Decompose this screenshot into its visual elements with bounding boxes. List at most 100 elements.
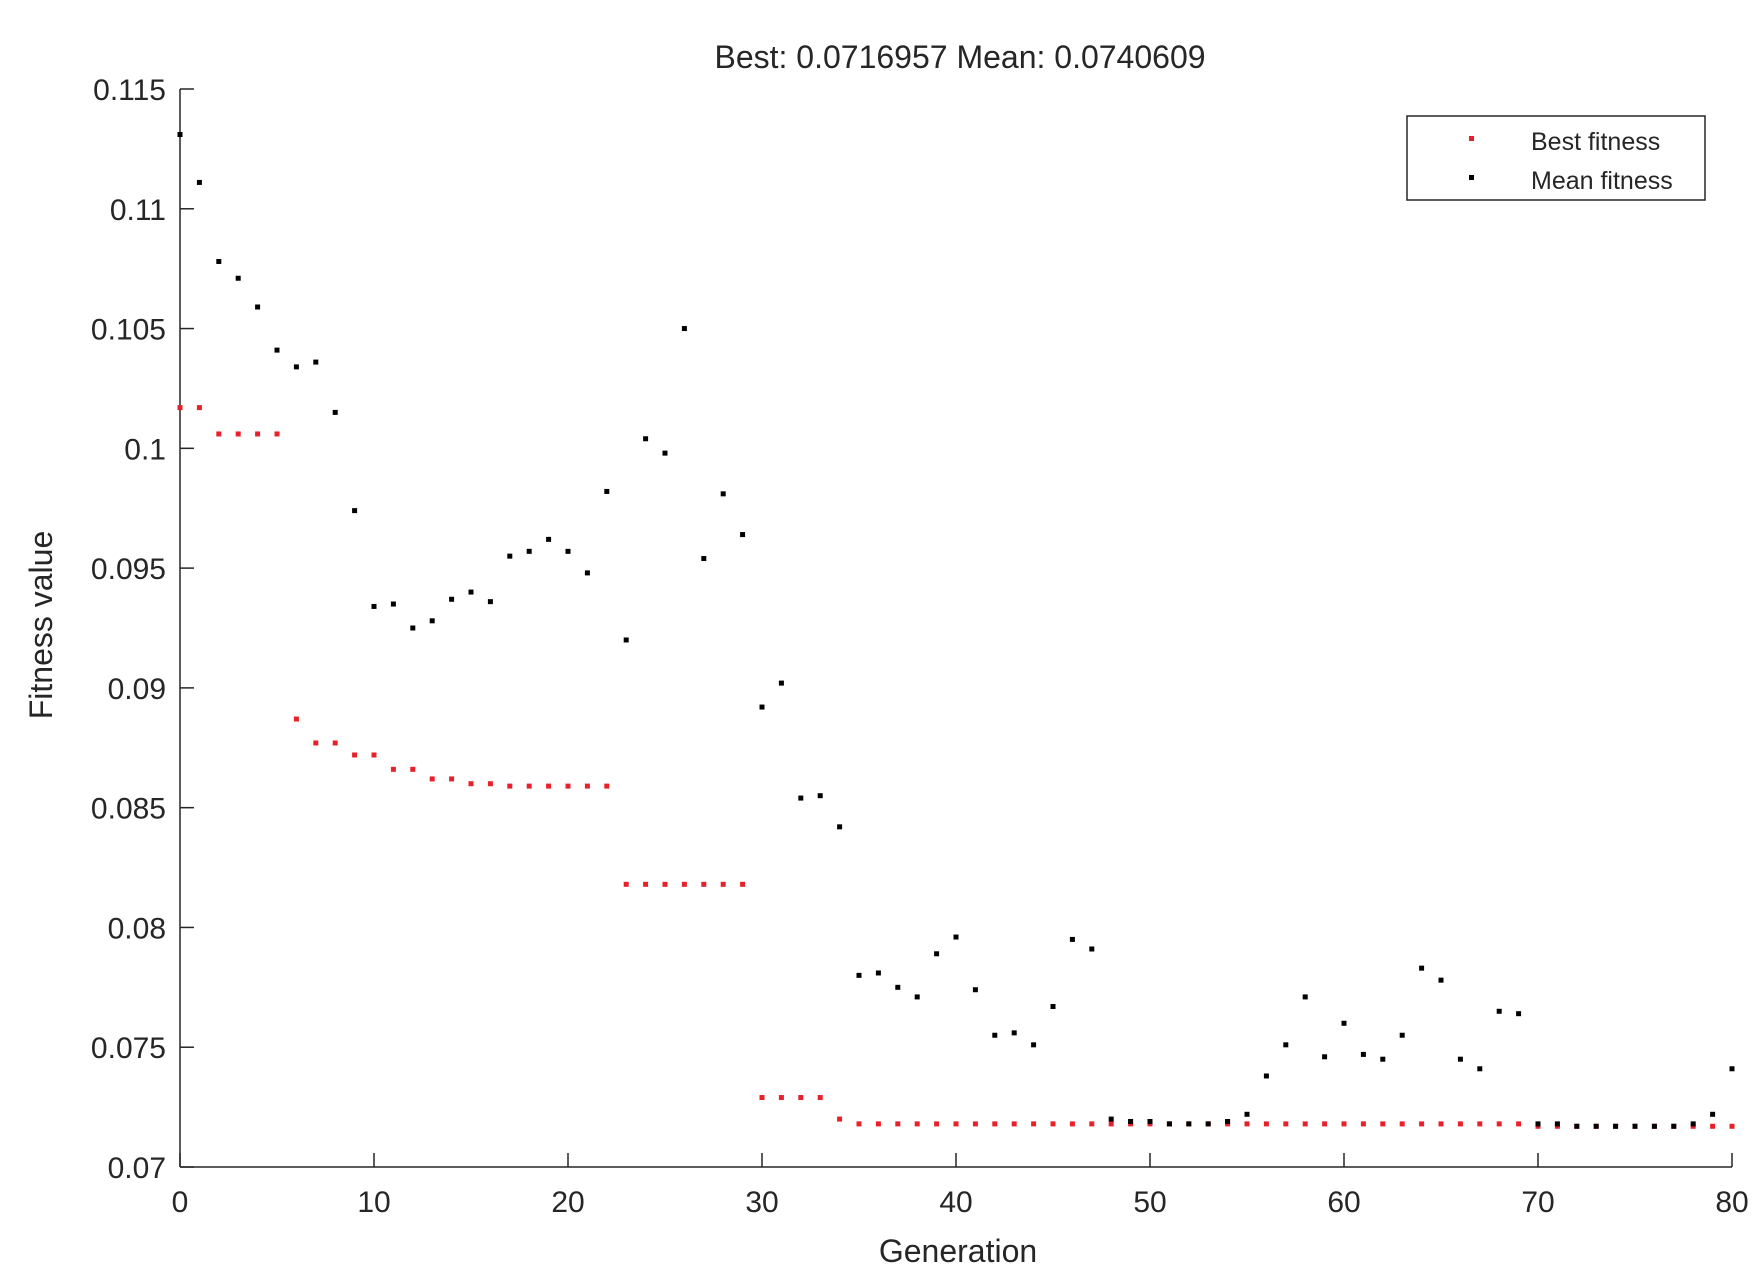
best-fitness-point [352,752,358,758]
y-tick-label: 0.1 [124,433,166,466]
best-fitness-point [487,781,493,787]
mean-fitness-point [352,508,358,514]
mean-fitness-point [875,970,881,976]
best-fitness-point [1341,1121,1347,1127]
best-fitness-point [1729,1123,1735,1129]
mean-fitness-point [1399,1032,1405,1038]
mean-fitness-point [1322,1054,1328,1060]
mean-fitness-point [604,488,610,494]
mean-fitness-point [1574,1123,1580,1129]
best-fitness-point [662,881,668,887]
mean-fitness-point [914,994,920,1000]
y-axis-label: Fitness value [23,531,59,720]
mean-fitness-point [526,548,532,554]
best-fitness-point [914,1121,920,1127]
best-fitness-point [177,405,183,411]
mean-fitness-point [1710,1111,1716,1117]
best-fitness-point [856,1121,862,1127]
mean-fitness-point [759,704,765,710]
mean-fitness-point [1128,1118,1134,1124]
x-tick-label: 50 [1133,1186,1166,1219]
best-fitness-point [1069,1121,1075,1127]
best-fitness-point [992,1121,998,1127]
legend-label-mean: Mean fitness [1531,167,1673,195]
best-fitness-point [313,740,319,746]
mean-fitness-point [1496,1008,1502,1014]
mean-fitness-point [429,618,435,624]
mean-fitness-point [1632,1123,1638,1129]
mean-fitness-point [1457,1056,1463,1062]
mean-fitness-point [778,680,784,686]
chart-title: Best: 0.0716957 Mean: 0.0740609 [714,39,1205,75]
mean-fitness-point [662,450,668,456]
mean-fitness-point [1671,1123,1677,1129]
best-fitness-point [1089,1121,1095,1127]
x-tick-label: 70 [1521,1186,1554,1219]
best-fitness-point [1322,1121,1328,1127]
legend-marker-mean [1469,175,1474,180]
mean-fitness-point [1244,1111,1250,1117]
mean-fitness-point [332,409,338,415]
mean-fitness-point [1729,1066,1735,1072]
best-fitness-point [371,752,377,758]
mean-fitness-point [798,795,804,801]
mean-fitness-point [1108,1116,1114,1122]
best-fitness-point [1477,1121,1483,1127]
best-fitness-point [1457,1121,1463,1127]
x-axis-label: Generation [879,1233,1037,1269]
best-fitness-point [216,431,222,437]
best-fitness-point [1419,1121,1425,1127]
best-fitness-point [546,783,552,789]
best-fitness-point [1108,1121,1114,1127]
y-tick-label: 0.08 [108,912,166,945]
best-fitness-point [1438,1121,1444,1127]
mean-fitness-point [1690,1121,1696,1127]
x-tick-label: 80 [1715,1186,1748,1219]
best-fitness-point [1399,1121,1405,1127]
mean-fitness-series [177,132,1735,1129]
mean-fitness-point [992,1032,998,1038]
mean-fitness-point [196,179,202,185]
mean-fitness-point [177,132,183,138]
x-tick-label: 0 [172,1186,189,1219]
best-fitness-point [1380,1121,1386,1127]
mean-fitness-point [856,972,862,978]
mean-fitness-point [371,603,377,609]
best-fitness-point [895,1121,901,1127]
best-fitness-point [604,783,610,789]
legend: Best fitness Mean fitness [1406,115,1706,201]
mean-fitness-point [1535,1121,1541,1127]
mean-fitness-point [487,599,493,605]
mean-fitness-point [235,275,241,281]
best-fitness-point [623,881,629,887]
mean-fitness-point [1069,936,1075,942]
data-points [177,132,1735,1129]
mean-fitness-point [972,987,978,993]
best-fitness-point [1050,1121,1056,1127]
mean-fitness-point [1225,1118,1231,1124]
x-tick-label: 60 [1327,1186,1360,1219]
mean-fitness-point [1593,1123,1599,1129]
best-fitness-point [1710,1123,1716,1129]
best-fitness-point [255,431,261,437]
y-tick-label: 0.075 [91,1032,166,1065]
mean-fitness-point [953,934,959,940]
best-fitness-point [720,881,726,887]
best-fitness-point [837,1116,843,1122]
legend-box [1406,115,1706,201]
best-fitness-point [429,776,435,782]
mean-fitness-point [449,596,455,602]
x-tick-label: 40 [939,1186,972,1219]
best-fitness-point [934,1121,940,1127]
mean-fitness-point [1089,946,1095,952]
best-fitness-point [390,766,396,772]
mean-fitness-point [1283,1042,1289,1048]
y-tick-label: 0.105 [91,314,166,347]
mean-fitness-point [255,304,261,310]
best-fitness-point [778,1095,784,1101]
mean-fitness-point [1477,1066,1483,1072]
best-fitness-point [468,781,474,787]
mean-fitness-point [1147,1118,1153,1124]
y-tick-label: 0.07 [108,1152,166,1185]
